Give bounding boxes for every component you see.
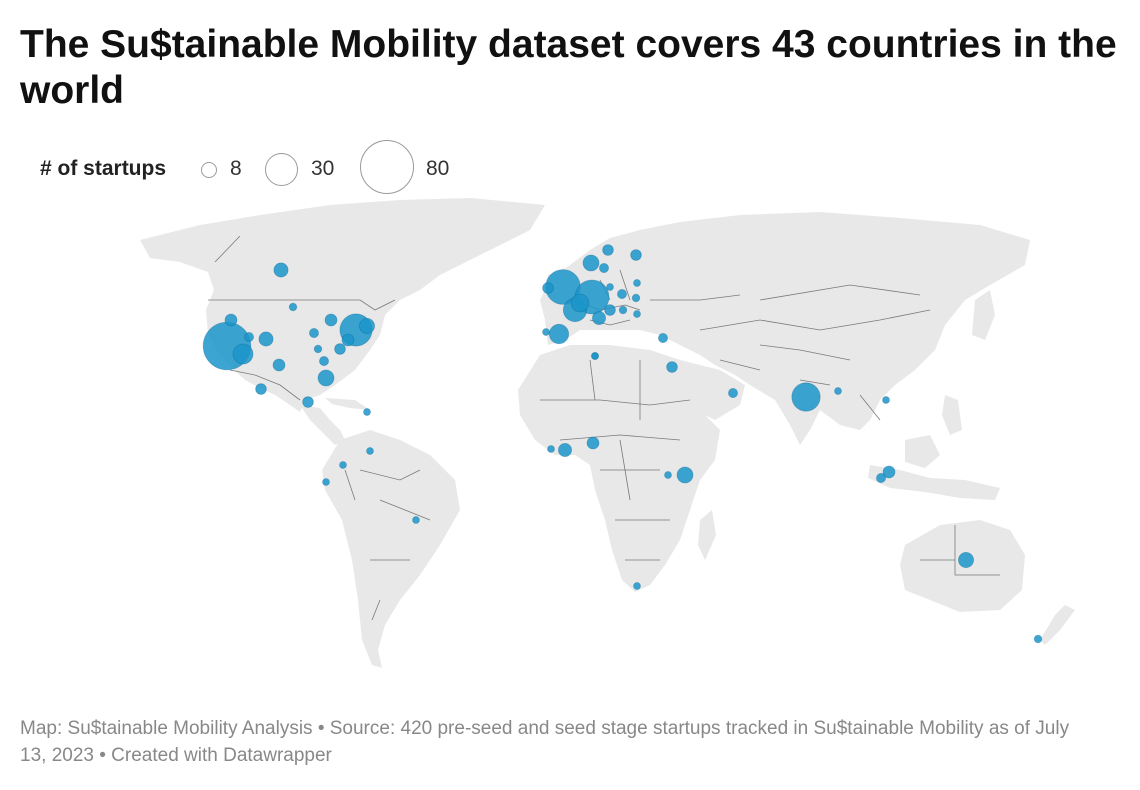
startup-bubble-spain[interactable] — [548, 323, 570, 345]
startup-bubble-nigeria[interactable] — [558, 442, 573, 457]
startup-bubble-south-africa[interactable] — [633, 582, 641, 590]
startup-bubble-sweden[interactable] — [602, 244, 614, 256]
startup-bubble-latvia[interactable] — [606, 283, 614, 291]
startup-bubble-bangladesh[interactable] — [834, 387, 842, 395]
land-maritime-se-asia — [868, 465, 1000, 500]
startup-bubble-switzerland[interactable] — [592, 310, 607, 325]
startup-bubble-texas[interactable] — [272, 358, 286, 372]
startup-bubble-ecuador[interactable] — [322, 478, 330, 486]
startup-bubble-uae[interactable] — [728, 387, 739, 398]
startup-bubble-arizona[interactable] — [255, 383, 267, 395]
startup-bubble-italy[interactable] — [604, 304, 616, 316]
legend-circle-large — [360, 140, 414, 194]
border-africa — [540, 359, 691, 561]
startup-bubble-australia[interactable] — [958, 552, 975, 569]
startup-bubble-washington-dc[interactable] — [358, 317, 375, 334]
startup-bubble-brazil[interactable] — [412, 516, 420, 524]
startup-bubble-poland[interactable] — [631, 293, 641, 303]
legend-title: # of startups — [40, 157, 167, 180]
startup-bubble-portugal[interactable] — [542, 328, 550, 336]
size-legend: # of startups 8 30 80 — [40, 140, 640, 200]
startup-bubble-czech-republic[interactable] — [618, 305, 628, 315]
startup-bubble-estonia[interactable] — [633, 279, 641, 287]
startup-bubble-minnesota[interactable] — [288, 302, 298, 312]
startup-bubble-singapore[interactable] — [882, 465, 896, 479]
land-madagascar — [698, 510, 716, 560]
startup-bubble-turkey[interactable] — [658, 332, 669, 343]
border-south-america — [344, 469, 431, 621]
startup-bubble-hungary[interactable] — [633, 310, 641, 318]
land-borneo — [905, 435, 940, 468]
startup-bubble-vietnam[interactable] — [882, 396, 890, 404]
legend-label-small: 8 — [230, 157, 242, 180]
world-map — [140, 198, 1075, 668]
map-title: The Su$tainable Mobility dataset covers … — [20, 23, 1117, 112]
land-africa — [518, 345, 720, 592]
startup-bubble-india[interactable] — [791, 382, 821, 412]
startup-bubble-southwest-us[interactable] — [243, 331, 254, 342]
border-alaska — [214, 235, 241, 263]
startup-bubble-utah-colorado[interactable] — [258, 331, 274, 347]
startup-bubble-tunisia[interactable] — [591, 352, 599, 360]
startup-bubble-israel[interactable] — [666, 361, 678, 373]
startup-bubble-denmark[interactable] — [599, 262, 610, 273]
startup-bubble-tennessee[interactable] — [313, 344, 323, 354]
land-new-zealand — [1040, 605, 1075, 645]
land-central-america — [300, 405, 345, 445]
land-japan — [972, 290, 995, 340]
border-us-mexico — [229, 369, 301, 401]
startup-bubble-ghana[interactable] — [547, 445, 555, 453]
land-eurasia — [540, 212, 1030, 445]
bubble-layer — [202, 244, 1043, 644]
startup-bubble-ireland[interactable] — [542, 282, 554, 294]
startup-bubble-puerto-rico[interactable] — [363, 408, 371, 416]
legend-circle-medium — [265, 153, 298, 186]
legend-label-large: 80 — [426, 157, 450, 180]
startup-bubble-north-carolina[interactable] — [334, 343, 346, 355]
border-asia — [699, 284, 931, 421]
startup-bubble-kenya[interactable] — [676, 466, 694, 484]
startup-bubble-austria[interactable] — [617, 288, 628, 299]
border-us-canada — [208, 299, 396, 311]
land-south-america — [322, 430, 460, 668]
legend-label-medium: 30 — [311, 157, 335, 180]
land-greenland — [400, 198, 545, 260]
startup-bubble-finland[interactable] — [630, 249, 642, 261]
startup-bubble-chicago[interactable] — [308, 327, 319, 338]
startup-bubble-florida[interactable] — [232, 343, 254, 365]
startup-bubble-washington-state[interactable] — [224, 313, 238, 327]
startup-bubble-michigan[interactable] — [324, 313, 338, 327]
map-footer: Map: Su$tainable Mobility Analysis • Sou… — [20, 718, 1070, 766]
land-caribbean — [325, 398, 370, 410]
startup-bubble-new-zealand[interactable] — [1033, 634, 1043, 644]
startup-bubble-norway[interactable] — [582, 254, 600, 272]
startup-bubble-canada-calgary[interactable] — [273, 262, 289, 278]
startup-bubble-netherlands[interactable] — [570, 293, 590, 313]
startup-bubble-georgia[interactable] — [318, 355, 329, 366]
legend-circle-small — [201, 162, 217, 178]
startup-bubble-colombia[interactable] — [339, 461, 347, 469]
startup-bubble-pennsylvania[interactable] — [341, 333, 355, 347]
border-australia — [920, 525, 1000, 576]
startup-bubble-indonesia[interactable] — [876, 472, 887, 483]
startup-bubble-texas-houston[interactable] — [317, 369, 335, 387]
startup-bubble-niger-chad[interactable] — [586, 436, 600, 450]
land-philippines — [942, 395, 962, 435]
startup-bubble-uganda[interactable] — [664, 471, 672, 479]
startup-bubble-venezuela[interactable] — [366, 447, 374, 455]
startup-bubble-mexico[interactable] — [302, 396, 314, 408]
